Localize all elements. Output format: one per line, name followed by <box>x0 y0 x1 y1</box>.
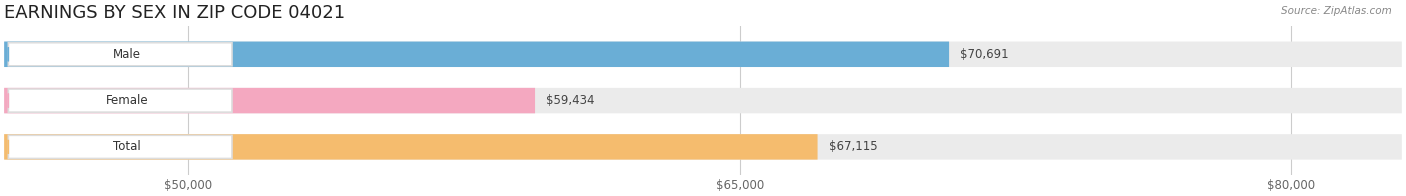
Text: EARNINGS BY SEX IN ZIP CODE 04021: EARNINGS BY SEX IN ZIP CODE 04021 <box>4 4 346 22</box>
FancyBboxPatch shape <box>8 135 232 158</box>
FancyBboxPatch shape <box>8 43 232 66</box>
FancyBboxPatch shape <box>4 42 1402 67</box>
FancyBboxPatch shape <box>8 89 232 112</box>
Text: Female: Female <box>105 94 148 107</box>
FancyBboxPatch shape <box>4 42 949 67</box>
Text: $70,691: $70,691 <box>960 48 1008 61</box>
FancyBboxPatch shape <box>4 88 1402 113</box>
Text: Male: Male <box>112 48 141 61</box>
Text: $67,115: $67,115 <box>828 140 877 153</box>
Text: Total: Total <box>112 140 141 153</box>
Text: Source: ZipAtlas.com: Source: ZipAtlas.com <box>1281 6 1392 16</box>
FancyBboxPatch shape <box>4 134 1402 160</box>
FancyBboxPatch shape <box>4 88 536 113</box>
FancyBboxPatch shape <box>4 134 817 160</box>
Text: $59,434: $59,434 <box>546 94 595 107</box>
